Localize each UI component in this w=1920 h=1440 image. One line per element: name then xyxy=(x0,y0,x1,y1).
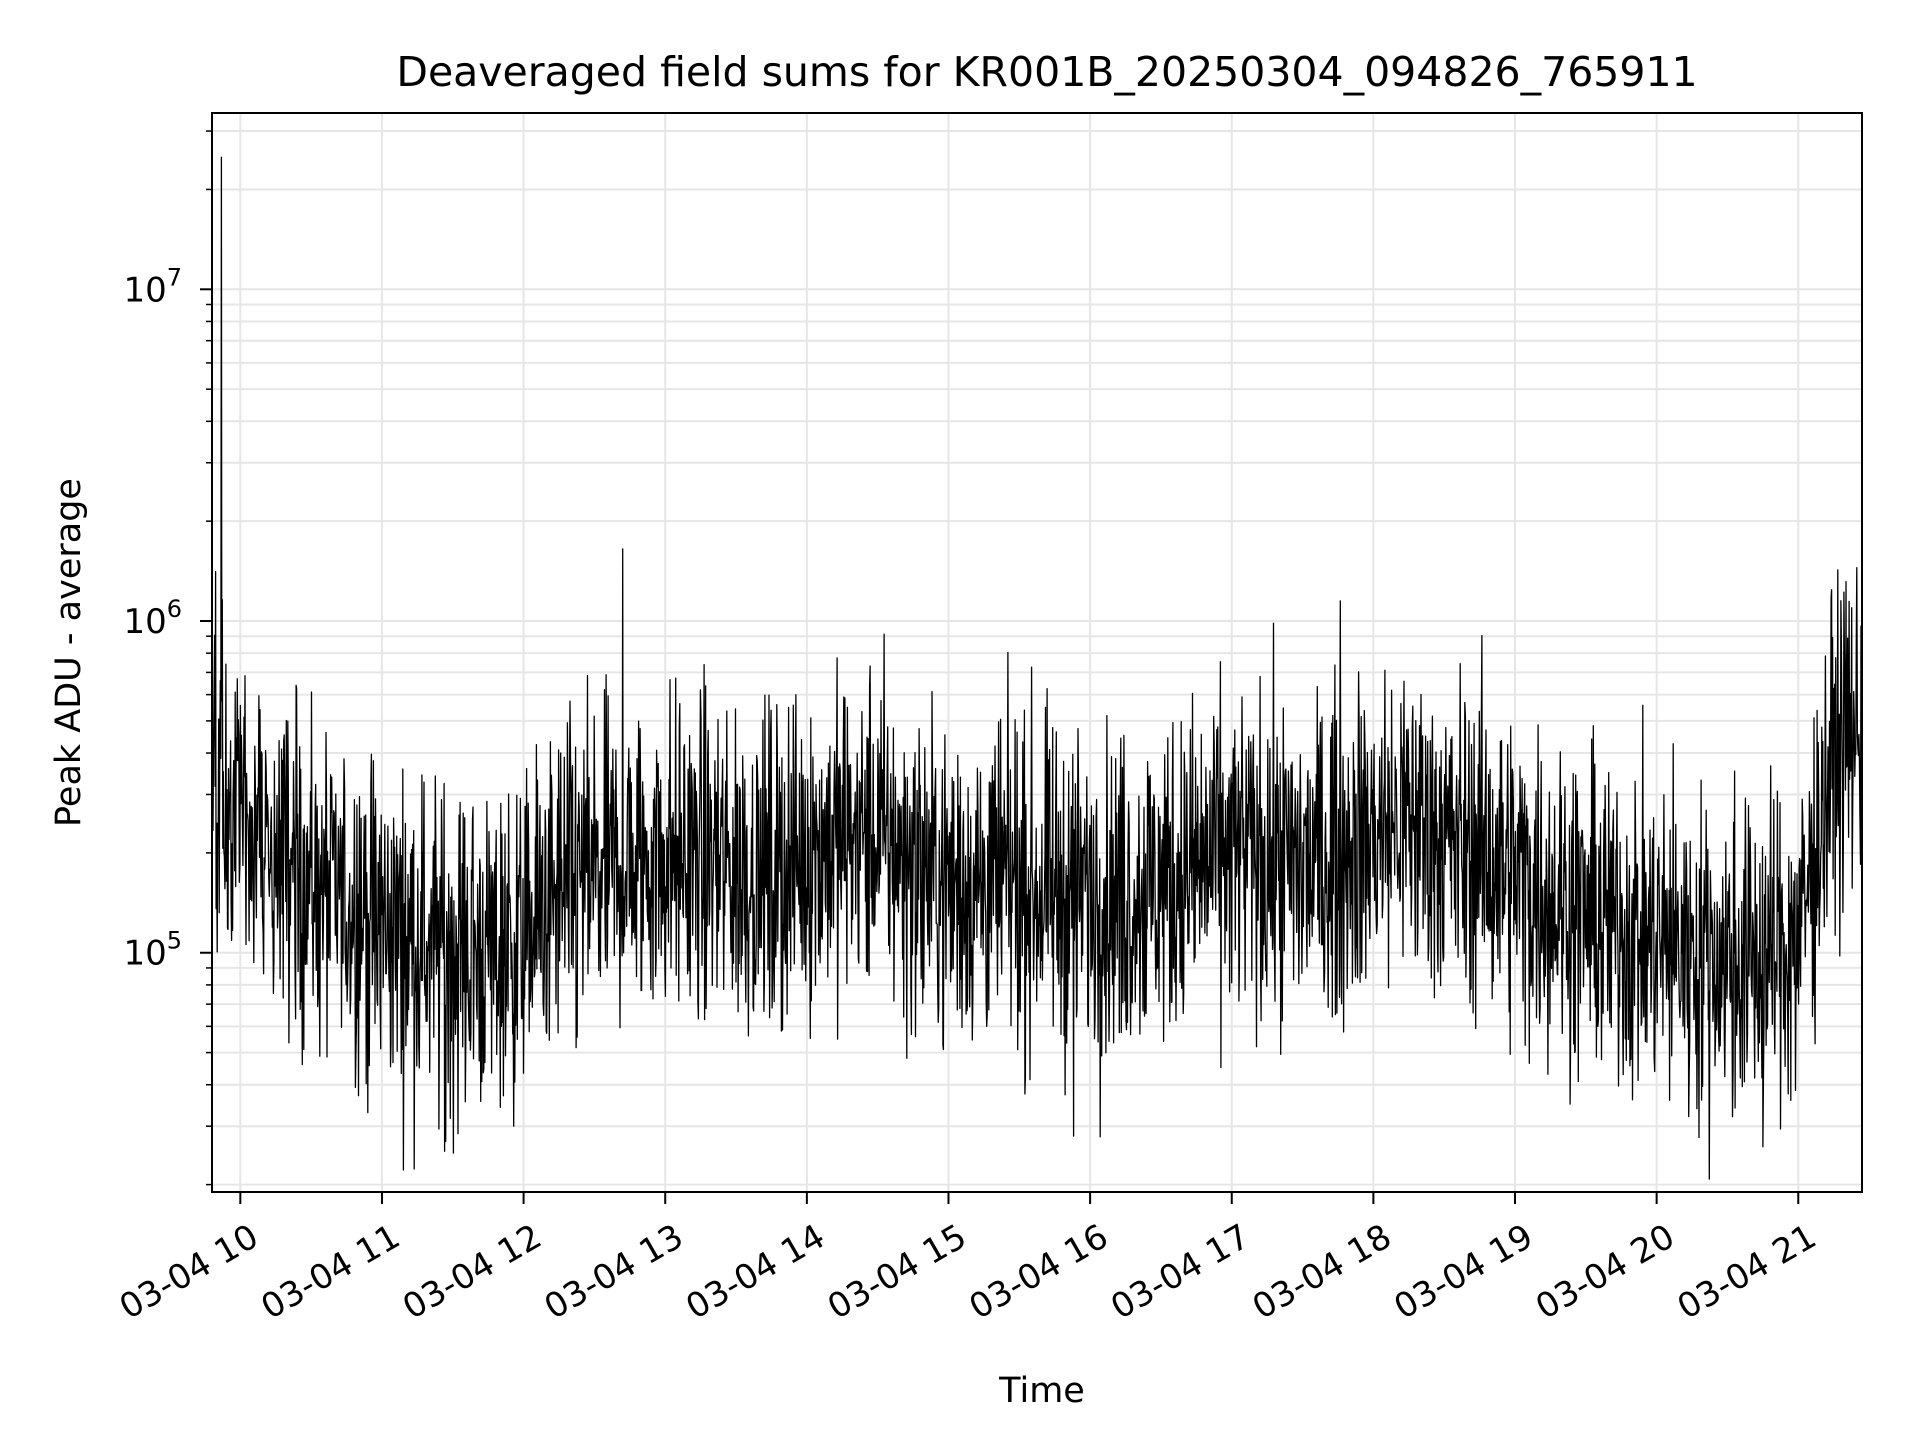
chart-title: Deaveraged field sums for KR001B_2025030… xyxy=(396,48,1697,96)
x-axis-label: Time xyxy=(998,1371,1085,1411)
series-line xyxy=(211,156,1863,1180)
y-axis-label: Peak ADU - average xyxy=(49,478,89,827)
y-tick-label: 107 xyxy=(123,263,182,310)
y-tick-label: 106 xyxy=(123,595,182,642)
y-tick-label: 105 xyxy=(123,927,182,974)
data-layer xyxy=(211,156,1863,1180)
